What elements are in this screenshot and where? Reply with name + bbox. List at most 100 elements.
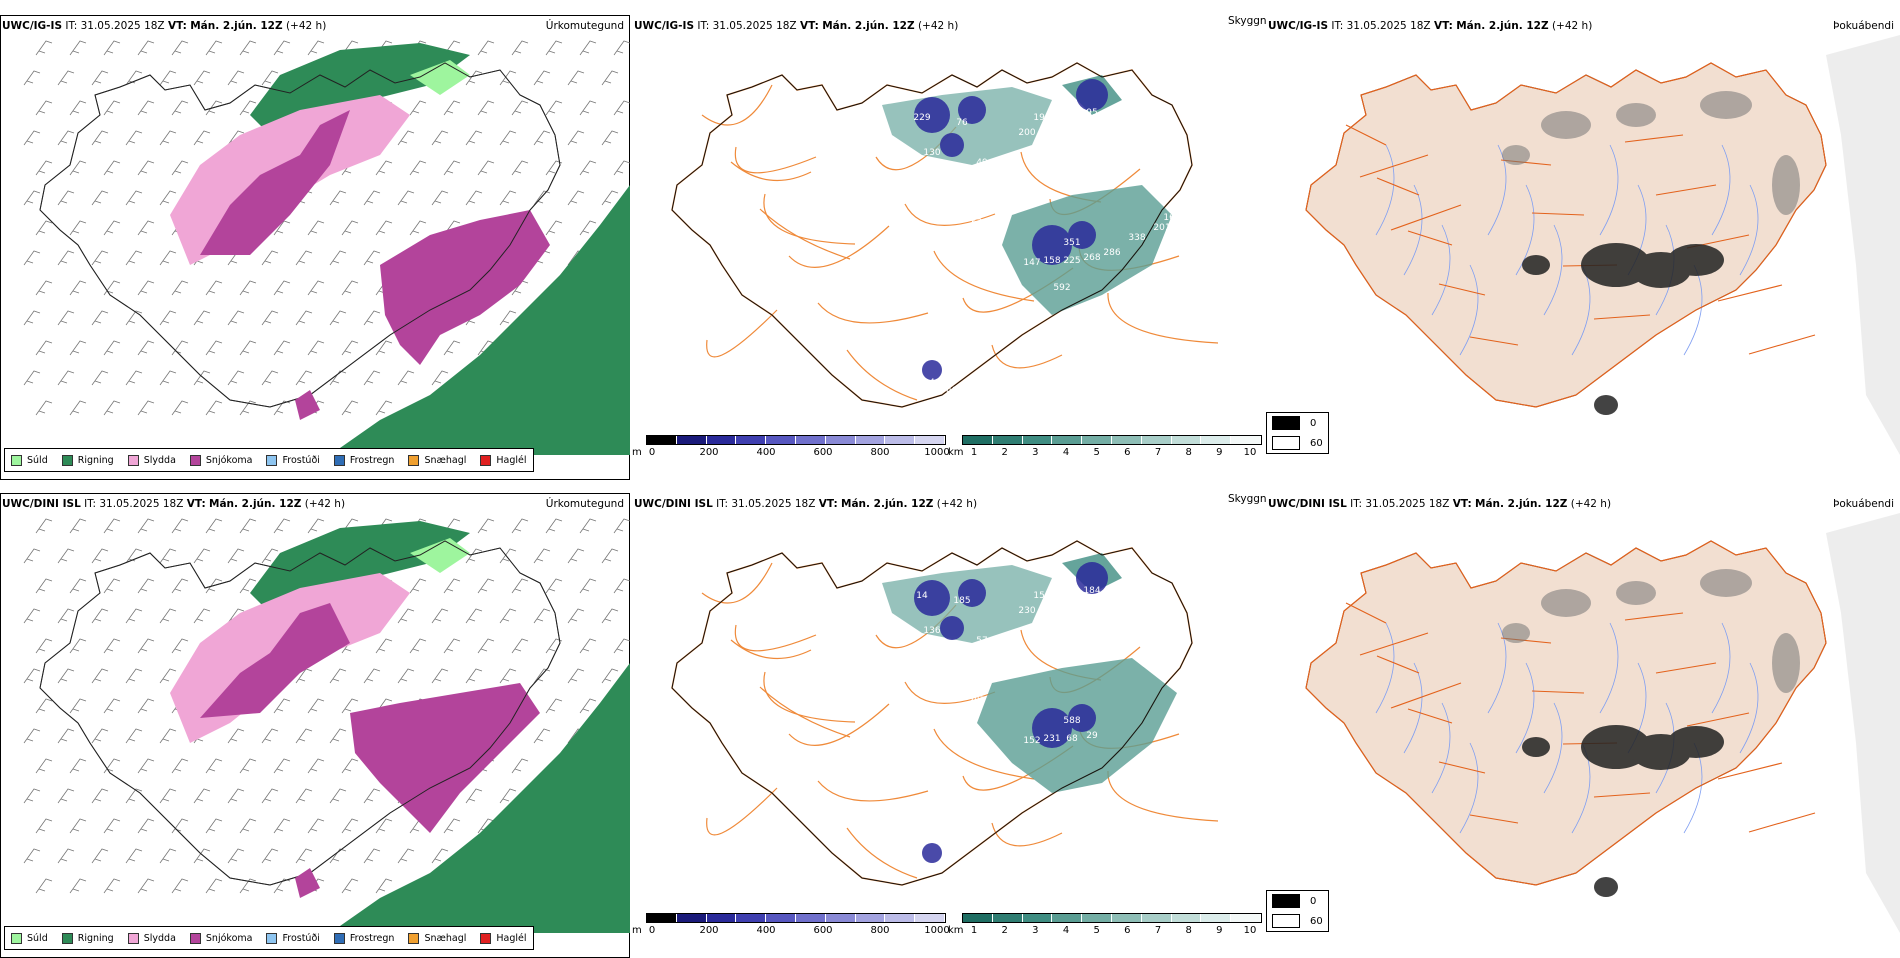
ceiling-value-label: 144 (923, 378, 940, 388)
ceiling-value-label: 14 (916, 591, 928, 601)
wind-barb (35, 400, 53, 416)
wind-barb (193, 310, 211, 326)
wind-barb (171, 280, 189, 296)
colorbar-cell (885, 436, 916, 444)
road (1469, 336, 1519, 346)
sea-fog (1826, 513, 1900, 933)
precip-title: Úrkomutegund (545, 498, 624, 510)
wind-barb (443, 160, 461, 176)
wind-barb (91, 190, 109, 206)
wind-barb (613, 40, 630, 56)
wind-barb (91, 848, 109, 864)
wind-barb (57, 848, 75, 864)
ceiling-labels: 14 185 136 9 132 57 184 110 154 230 149 230 217 207 58… (908, 586, 1120, 746)
colorbar-cell (1231, 914, 1261, 922)
road (991, 822, 1063, 847)
colorbar-cell (1111, 914, 1142, 922)
colorbar-tick: 1000 (924, 925, 950, 936)
wind-barb (35, 280, 53, 296)
colorbar-cell (647, 914, 677, 922)
fog-blobs (1522, 725, 1724, 897)
fog-patch (1541, 589, 1591, 617)
vt-value: Mán. 2.jún. 12Z (209, 498, 302, 510)
visibility-map: 229 76 130 90 150 49 95 65 199 200 204 96 128 62 351 14… (671, 62, 1219, 408)
precip-map (23, 40, 630, 455)
ceiling-value-label: 268 (1083, 253, 1100, 263)
wind-barb (205, 280, 223, 296)
fog-patches (1502, 569, 1800, 693)
rain-area (330, 185, 630, 455)
colorbar-cell (1052, 436, 1083, 444)
wind-barb (579, 638, 597, 654)
wind-barb (69, 280, 87, 296)
wind-barb (91, 788, 109, 804)
wind-barb (533, 728, 551, 744)
road (1624, 134, 1684, 143)
ceiling-patch (1032, 708, 1072, 748)
colorbar-cell (706, 436, 737, 444)
river (1543, 702, 1563, 794)
wind-barb (125, 130, 143, 146)
visibility-colorbar: km 1 2 3 4 5 6 7 8 9 10 (948, 435, 1262, 465)
lead-time: (+42 h) (1570, 498, 1612, 510)
wind-barb (91, 548, 109, 564)
wind-barb (443, 578, 461, 594)
colorbar-unit: m (632, 925, 642, 936)
legend-item: Súld (11, 454, 48, 466)
colorbar-cell (825, 436, 856, 444)
wind-barb (273, 758, 291, 774)
wind-barb (137, 638, 155, 654)
colorbar-unit: km (948, 447, 964, 458)
wind-barb (409, 160, 427, 176)
wind-barb (341, 400, 359, 416)
vt-value: Mán. 2.jún. 12Z (1475, 498, 1568, 510)
colorbar-tick: 200 (699, 447, 719, 458)
model-name: UWC/IG-IS (1268, 20, 1329, 32)
wind-barb (103, 578, 121, 594)
ceiling-value-label: 230 (1018, 606, 1035, 616)
wind-barb (261, 250, 279, 266)
it-value: 31.05.2025 18Z (1346, 20, 1431, 32)
fog-map (1305, 513, 1900, 933)
colorbar-unit: m (632, 447, 642, 458)
wind-barb (341, 818, 359, 834)
colorbar-tick: 1 (970, 447, 978, 458)
wind-barb (477, 100, 495, 116)
wind-barb (239, 100, 257, 116)
wind-barb (57, 548, 75, 564)
wind-barb (159, 608, 177, 624)
wind-barb (307, 518, 325, 534)
road (788, 703, 890, 746)
legend-item: Frostúði (266, 932, 320, 944)
wind-barb (499, 130, 517, 146)
wind-barb (125, 668, 143, 684)
road (701, 562, 773, 604)
it-value: 31.05.2025 18Z (80, 20, 165, 32)
road (1390, 204, 1462, 231)
wind-barb (533, 608, 551, 624)
fog-legend-label: 0 (1310, 895, 1317, 907)
wind-barb (57, 728, 75, 744)
wind-barb (171, 160, 189, 176)
wind-barb (193, 608, 211, 624)
wind-barb (159, 728, 177, 744)
vt-label: VT: (1433, 20, 1453, 32)
wind-barb (341, 698, 359, 714)
wind-barb (295, 788, 313, 804)
wind-barb (69, 578, 87, 594)
rivers (1375, 144, 1759, 356)
wind-barb (409, 100, 427, 116)
ceiling-colorbar: m 0 200 400 600 800 1000 (632, 435, 950, 465)
wind-barb (375, 340, 393, 356)
wind-barb (511, 160, 529, 176)
wind-barb (137, 518, 155, 534)
wind-barb (193, 788, 211, 804)
colorbar-cell (1082, 436, 1112, 444)
wind-barb (205, 578, 223, 594)
wind-barb (601, 668, 619, 684)
ceiling-value-label: 199 (1033, 113, 1050, 123)
ceiling-value-label: 204 (1023, 148, 1040, 158)
road (1717, 284, 1783, 302)
wind-barb (579, 220, 597, 236)
ceiling-value-label: 286 (1103, 248, 1120, 258)
